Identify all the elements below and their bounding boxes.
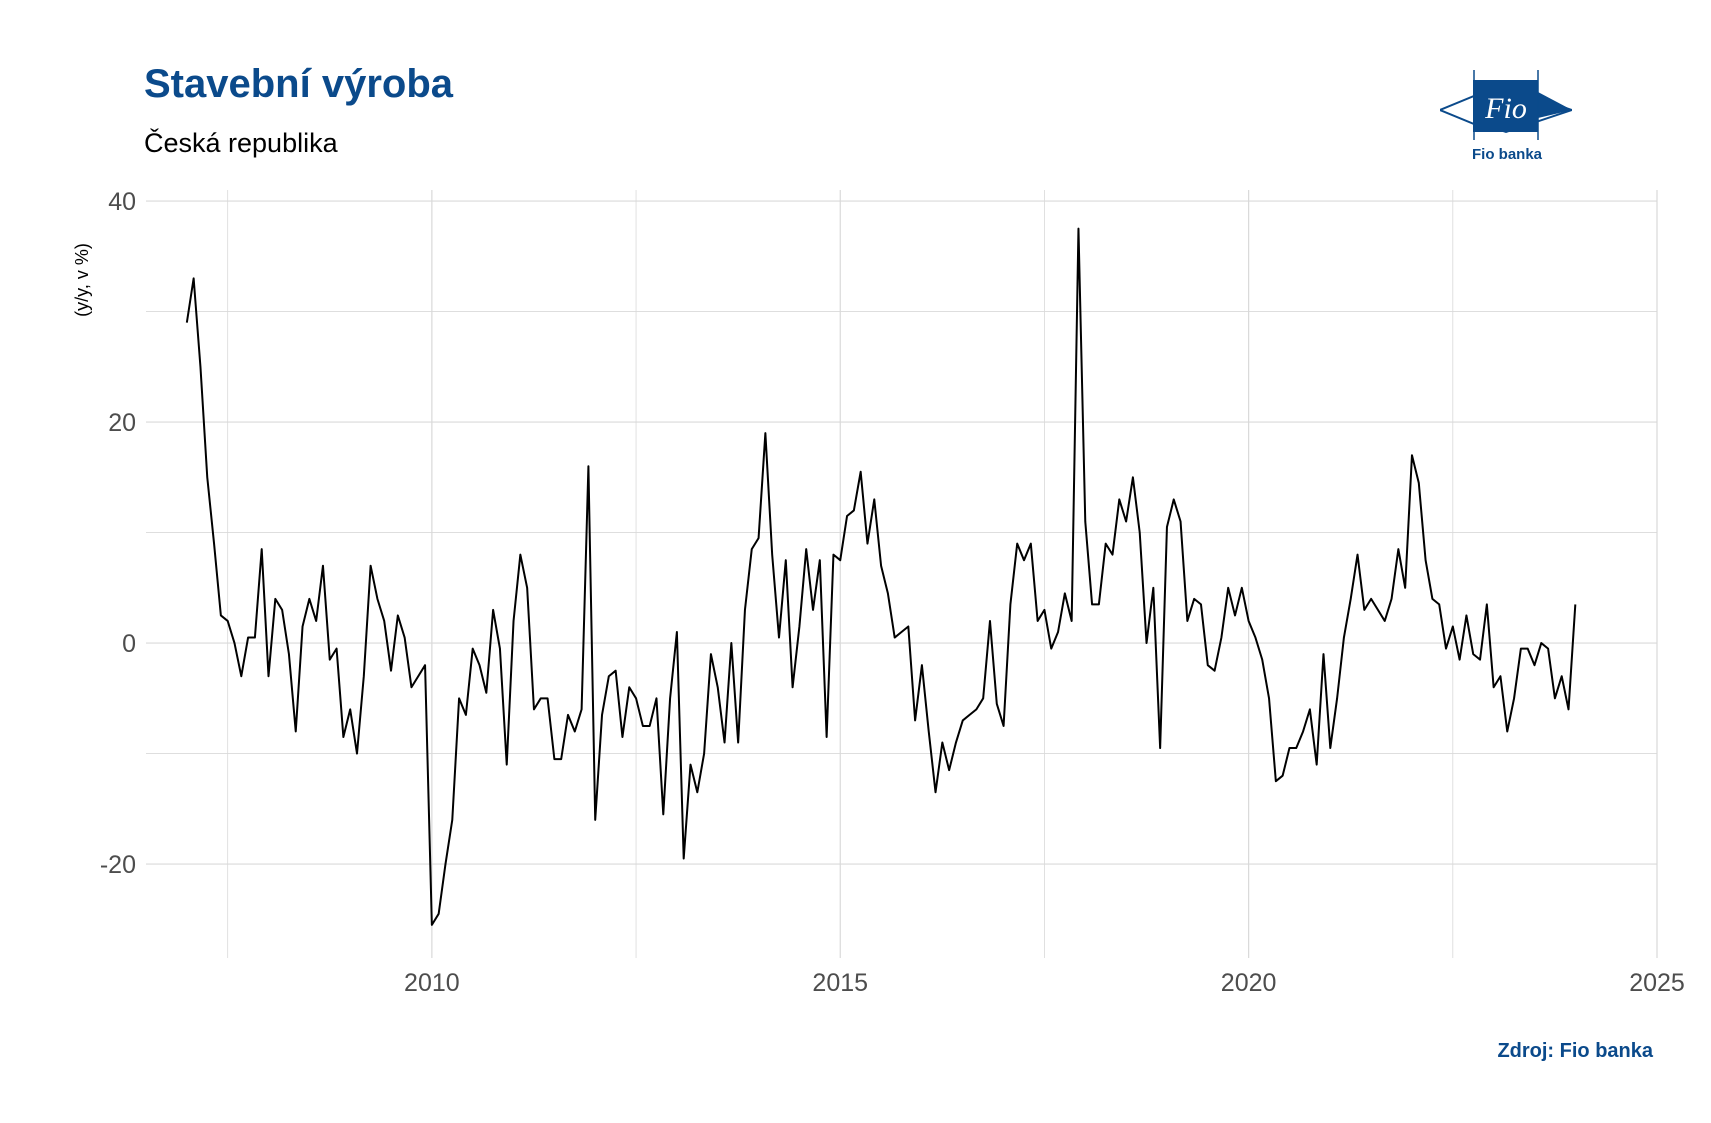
source-note: Zdroj: Fio banka xyxy=(1497,1040,1653,1062)
y-tick-label: 40 xyxy=(108,188,136,216)
series-line xyxy=(185,227,1577,926)
chart-subtitle: Česká republika xyxy=(144,128,338,158)
y-tick-label: -20 xyxy=(100,851,136,879)
fio-logo-icon: Fio xyxy=(1440,70,1572,140)
y-tick-label: 0 xyxy=(122,630,136,658)
chart-title: Stavební výroba xyxy=(144,62,454,106)
grid-lines xyxy=(146,190,1658,958)
x-tick-label: 2010 xyxy=(404,969,460,997)
logo-caption: Fio banka xyxy=(1472,146,1543,163)
logo-mark-text: Fio xyxy=(1484,92,1527,125)
y-tick-label: 20 xyxy=(108,409,136,437)
x-tick-label: 2025 xyxy=(1629,969,1685,997)
y-axis-label: (y/y, v %) xyxy=(72,243,92,317)
x-tick-labels: 2010 2015 2020 2025 xyxy=(404,969,1685,997)
x-tick-label: 2020 xyxy=(1221,969,1277,997)
y-tick-labels: -20 0 20 40 xyxy=(100,188,136,879)
x-tick-label: 2015 xyxy=(812,969,868,997)
